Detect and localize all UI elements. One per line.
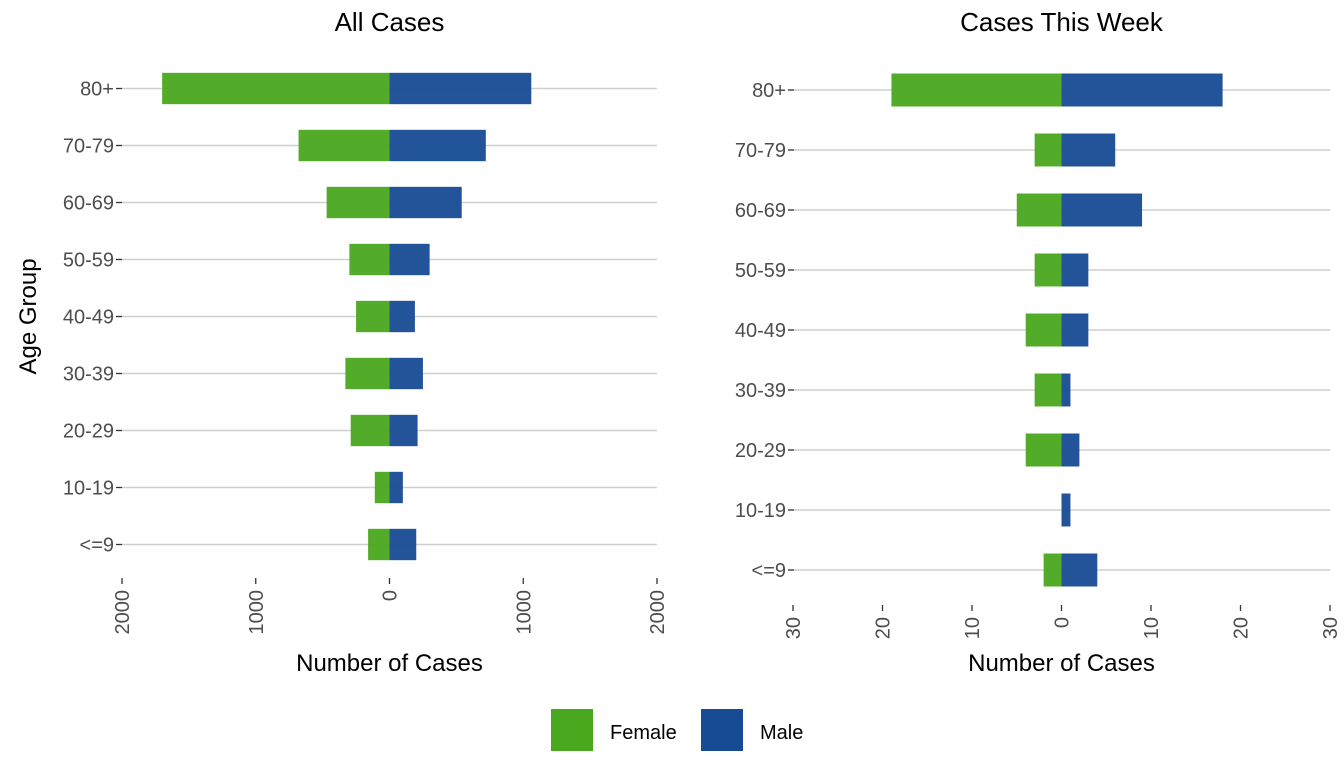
x-tick-label: 10	[1141, 617, 1163, 639]
bar-male-10-19	[1061, 493, 1071, 527]
bar-female-50-59	[1034, 253, 1062, 287]
bar-male-<=9	[1061, 553, 1098, 587]
x-tick-label: 20	[873, 617, 895, 639]
y-tick-label: 10-19	[63, 478, 114, 500]
x-tick-label: 30	[783, 617, 805, 639]
y-tick-label: 20-29	[63, 421, 114, 443]
y-tick-label: 70-79	[63, 136, 114, 158]
bar-female-70-79	[1034, 133, 1062, 167]
x-tick-label: 0	[1052, 617, 1074, 628]
chart-title: All Cases	[335, 7, 445, 37]
bar-male-70-79	[389, 129, 486, 162]
bar-male-30-39	[1061, 373, 1071, 407]
y-tick-label: 40-49	[63, 307, 114, 329]
y-tick-label: 80+	[752, 80, 786, 102]
bar-male-<=9	[389, 528, 417, 561]
bar-female-20-29	[350, 414, 390, 447]
bar-female-40-49	[1025, 313, 1062, 347]
bar-male-50-59	[1061, 253, 1089, 287]
bar-male-60-69	[389, 186, 462, 219]
legend: Female Male	[551, 709, 803, 751]
y-tick-label: <=9	[80, 535, 114, 557]
x-tick-label: 10	[962, 617, 984, 639]
bar-female-10-19	[374, 471, 390, 504]
bar-male-80+	[389, 72, 532, 105]
y-axis-title: Age Group	[15, 258, 42, 374]
y-tick-label: 10-19	[735, 500, 786, 522]
x-tick-label: 2000	[112, 590, 134, 635]
x-tick-label: 20	[1231, 617, 1253, 639]
bar-male-20-29	[1061, 433, 1080, 467]
y-tick-label: 30-39	[63, 364, 114, 386]
bar-female-60-69	[1016, 193, 1062, 227]
chart-title: Cases This Week	[960, 7, 1164, 37]
bar-male-40-49	[1061, 313, 1089, 347]
bar-male-40-49	[389, 300, 415, 333]
bar-male-80+	[1061, 73, 1223, 107]
panel-all-cases: <=9 10-19 20-29 30-39 40-49 50-59 60-69 70-79 80…	[15, 7, 669, 677]
y-tick-label: 80+	[80, 79, 114, 101]
x-tick-label: 30	[1320, 617, 1342, 639]
bar-female-60-69	[326, 186, 390, 219]
x-axis-title: Number of Cases	[968, 650, 1155, 677]
legend-key-female	[551, 709, 593, 751]
x-tick-label: 2000	[647, 590, 669, 635]
x-tick-label: 1000	[513, 590, 535, 635]
bar-male-10-19	[389, 471, 403, 504]
y-tick-label: 60-69	[63, 193, 114, 215]
bar-female-30-39	[1034, 373, 1062, 407]
y-tick-label: 50-59	[735, 260, 786, 282]
bar-female-30-39	[345, 357, 390, 390]
bar-male-20-29	[389, 414, 418, 447]
bar-female-70-79	[298, 129, 390, 162]
bar-female-50-59	[349, 243, 390, 276]
y-tick-label: 20-29	[735, 440, 786, 462]
bar-male-30-39	[389, 357, 423, 390]
y-tick-label: 60-69	[735, 200, 786, 222]
bar-female-20-29	[1025, 433, 1062, 467]
y-tick-label: 30-39	[735, 380, 786, 402]
legend-label-female: Female	[610, 722, 677, 744]
y-tick-label: 50-59	[63, 250, 114, 272]
x-tick-label: 0	[380, 590, 402, 601]
bar-female-80+	[891, 73, 1062, 107]
bar-female-<=9	[368, 528, 390, 561]
bar-female-<=9	[1043, 553, 1062, 587]
panel-cases-this-week: <=9 10-19 20-29 30-39 40-49 50-59 60-69 70-79 80…	[735, 7, 1342, 677]
y-tick-label: <=9	[752, 560, 786, 582]
bar-female-80+	[162, 72, 390, 105]
bar-male-50-59	[389, 243, 430, 276]
bar-female-40-49	[356, 300, 390, 333]
x-tick-label: 1000	[246, 590, 268, 635]
legend-key-male	[701, 709, 743, 751]
bar-male-70-79	[1061, 133, 1116, 167]
bar-male-60-69	[1061, 193, 1143, 227]
y-tick-label: 40-49	[735, 320, 786, 342]
x-axis-title: Number of Cases	[296, 650, 483, 677]
y-tick-label: 70-79	[735, 140, 786, 162]
legend-label-male: Male	[760, 722, 803, 744]
